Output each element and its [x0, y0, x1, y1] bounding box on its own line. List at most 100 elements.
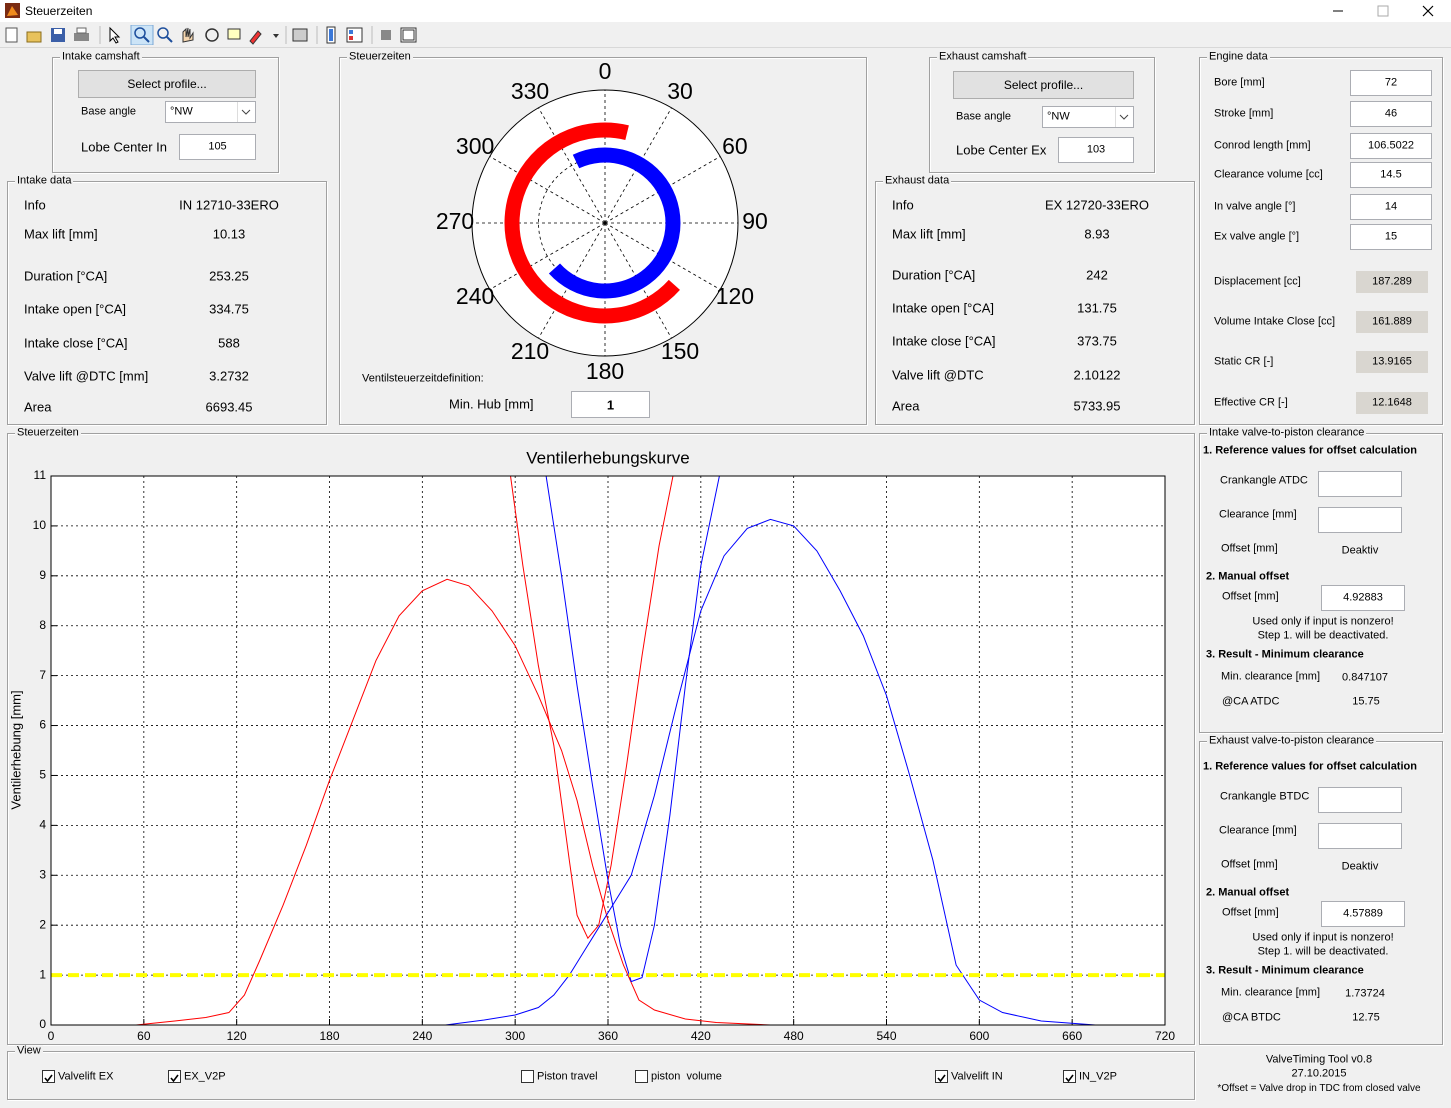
- row-label: Intake close [°CA]: [24, 337, 127, 350]
- panel-title: Steuerzeiten: [15, 428, 81, 439]
- row-label: Stroke [mm]: [1214, 109, 1273, 120]
- checkbox[interactable]: [935, 1070, 948, 1083]
- row-label: In valve angle [°]: [1214, 202, 1295, 213]
- row-label: Valve lift @DTC [mm]: [24, 370, 148, 383]
- row-value: 8.93: [1084, 228, 1109, 241]
- panel: [7, 433, 1195, 1045]
- input[interactable]: [1318, 507, 1402, 533]
- input-text: 4.92883: [1343, 593, 1383, 604]
- row-value: 373.75: [1077, 335, 1117, 348]
- row-value: 10.13: [213, 228, 246, 241]
- step: 3. Result - Minimum clearance: [1206, 650, 1364, 661]
- checkbox[interactable]: [635, 1070, 648, 1083]
- window-controls[interactable]: [1320, 0, 1451, 22]
- label: Offset [mm]: [1222, 592, 1279, 603]
- panel: [339, 57, 867, 425]
- checkbox[interactable]: [168, 1070, 181, 1083]
- value: 0.847107: [1342, 673, 1388, 684]
- row-label: Duration [°CA]: [24, 270, 107, 283]
- checkbox-label: piston volume: [651, 1072, 722, 1083]
- input-text: 46: [1385, 109, 1397, 120]
- step: 2. Manual offset: [1206, 572, 1289, 583]
- panel-title: Exhaust data: [883, 176, 951, 187]
- note: Step 1. will be deactivated.: [1258, 947, 1389, 958]
- row-label: Area: [24, 401, 51, 414]
- label: Lobe Center In: [81, 141, 167, 154]
- checkbox[interactable]: [1063, 1070, 1076, 1083]
- footer-line: *Offset = Valve drop in TDC from closed …: [1217, 1084, 1420, 1094]
- value: 1.73724: [1345, 989, 1385, 1000]
- row-value: 2.10122: [1074, 369, 1121, 382]
- row-label: Clearance volume [cc]: [1214, 170, 1323, 181]
- value: 12.75: [1352, 1013, 1380, 1024]
- input-text: 4.57889: [1343, 909, 1383, 920]
- check-mark: [43, 1073, 54, 1084]
- checkbox[interactable]: [42, 1070, 55, 1083]
- row-value: 5733.95: [1074, 400, 1121, 413]
- row-value: 6693.45: [206, 401, 253, 414]
- input[interactable]: [1318, 787, 1402, 813]
- panel-title: Steuerzeiten: [347, 52, 413, 63]
- row-value: IN 12710-33ERO: [179, 199, 279, 212]
- row-value: 3.2732: [209, 370, 249, 383]
- label: Crankangle ATDC: [1220, 476, 1308, 487]
- input-text: 14: [1385, 202, 1397, 213]
- checkbox[interactable]: [521, 1070, 534, 1083]
- checkbox-label: IN_V2P: [1079, 1072, 1117, 1083]
- dropdown-arrow: [237, 102, 255, 122]
- step: 1. Reference values for offset calculati…: [1203, 762, 1417, 773]
- row-label: Info: [24, 199, 46, 212]
- dropdown-text: °NW: [1047, 112, 1070, 123]
- row-label: Intake open [°CA]: [892, 302, 994, 315]
- app-icon: [5, 3, 20, 18]
- button-text: Select profile...: [127, 78, 206, 90]
- row-label: Info: [892, 199, 914, 212]
- input-text: 14.5: [1380, 170, 1401, 181]
- note: Used only if input is nonzero!: [1252, 617, 1393, 628]
- label: Lobe Center Ex: [956, 144, 1046, 157]
- input-text: 72: [1385, 78, 1397, 89]
- label: Min. clearance [mm]: [1221, 988, 1320, 999]
- toolbar-icons[interactable]: [0, 25, 430, 45]
- label: Base angle: [81, 107, 136, 118]
- row-value: 334.75: [209, 303, 249, 316]
- panel-title: Intake data: [15, 176, 73, 187]
- checkbox-label: EX_V2P: [184, 1072, 226, 1083]
- step: 3. Result - Minimum clearance: [1206, 966, 1364, 977]
- row-label: Effective CR [-]: [1214, 398, 1288, 409]
- row-value: 242: [1086, 269, 1108, 282]
- row-label: Ex valve angle [°]: [1214, 232, 1299, 243]
- input[interactable]: [1318, 471, 1402, 497]
- label: Offset [mm]: [1221, 544, 1278, 555]
- output-text: 13.9165: [1372, 357, 1412, 368]
- dropdown-arrow: [1115, 107, 1133, 127]
- step: 2. Manual offset: [1206, 888, 1289, 899]
- footer-line: 27.10.2015: [1291, 1069, 1346, 1080]
- button-text: Select profile...: [1004, 79, 1083, 91]
- label: @CA BTDC: [1222, 1013, 1281, 1024]
- panel-title: Exhaust camshaft: [937, 52, 1028, 63]
- input[interactable]: [1318, 823, 1402, 849]
- input-text: 1: [607, 398, 614, 411]
- panel-title: Engine data: [1207, 52, 1270, 63]
- status: Deaktiv: [1342, 862, 1379, 873]
- output-text: 161.889: [1372, 317, 1412, 328]
- output-text: 12.1648: [1372, 398, 1412, 409]
- footer-line: ValveTiming Tool v0.8: [1266, 1055, 1372, 1066]
- checkbox-label: Valvelift EX: [58, 1072, 113, 1083]
- row-value: 588: [218, 337, 240, 350]
- label: Offset [mm]: [1221, 860, 1278, 871]
- row-label: Area: [892, 400, 919, 413]
- output-text: 187.289: [1372, 277, 1412, 288]
- panel-title: Intake camshaft: [60, 52, 142, 63]
- row-label: Intake close [°CA]: [892, 335, 995, 348]
- dropdown-text: °NW: [170, 107, 193, 118]
- row-label: Volume Intake Close [cc]: [1214, 317, 1335, 328]
- checkbox-label: Valvelift IN: [951, 1072, 1003, 1083]
- row-label: Duration [°CA]: [892, 269, 975, 282]
- label: Ventilsteuerzeitdefinition:: [362, 374, 484, 385]
- input-text: 105: [208, 142, 226, 153]
- panel-title: Intake valve-to-piston clearance: [1207, 428, 1366, 439]
